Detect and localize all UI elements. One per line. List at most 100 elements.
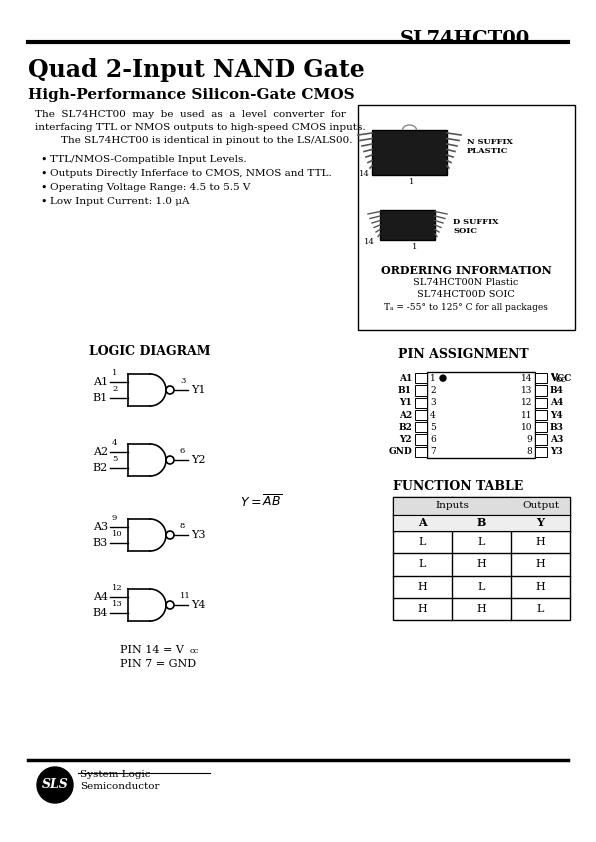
- Text: N SUFFIX: N SUFFIX: [467, 138, 513, 146]
- Circle shape: [166, 601, 174, 609]
- Bar: [358, 105, 575, 330]
- Text: H: H: [418, 604, 427, 614]
- Text: 14: 14: [359, 170, 370, 178]
- Text: •: •: [40, 155, 46, 165]
- Text: 8: 8: [180, 522, 185, 530]
- Text: 14: 14: [520, 374, 532, 382]
- Text: LOGIC DIAGRAM: LOGIC DIAGRAM: [89, 345, 211, 358]
- Text: •: •: [40, 169, 46, 179]
- Text: L: L: [537, 604, 544, 614]
- Bar: [535, 422, 547, 433]
- Circle shape: [440, 376, 446, 381]
- Text: L: L: [478, 582, 485, 592]
- Text: ORDERING INFORMATION: ORDERING INFORMATION: [381, 265, 551, 276]
- Text: VCC: VCC: [550, 374, 571, 382]
- Text: L: L: [419, 559, 426, 569]
- Text: B2: B2: [93, 463, 108, 473]
- Text: 9: 9: [526, 435, 532, 444]
- Text: V: V: [550, 373, 557, 381]
- Bar: [372, 130, 447, 175]
- Text: B3: B3: [550, 423, 564, 432]
- Text: 2: 2: [112, 385, 117, 393]
- Text: Inputs: Inputs: [435, 502, 469, 510]
- Text: H: H: [477, 559, 486, 569]
- Text: •: •: [40, 197, 46, 207]
- Text: interfacing TTL or NMOS outputs to high-speed CMOS inputs.: interfacing TTL or NMOS outputs to high-…: [35, 123, 365, 132]
- Text: B1: B1: [398, 386, 412, 395]
- Text: 1: 1: [409, 178, 414, 186]
- Text: Y3: Y3: [191, 530, 206, 540]
- Text: 13: 13: [521, 386, 532, 395]
- Text: 9: 9: [112, 514, 117, 522]
- Text: 8: 8: [526, 447, 532, 456]
- Bar: [415, 373, 427, 383]
- Text: Low Input Current: 1.0 μA: Low Input Current: 1.0 μA: [50, 197, 190, 206]
- Text: H: H: [536, 559, 545, 569]
- Bar: [393, 497, 570, 620]
- Text: Y2: Y2: [191, 455, 206, 465]
- Text: 12: 12: [112, 584, 123, 592]
- Text: 4: 4: [112, 439, 117, 447]
- Circle shape: [166, 386, 174, 394]
- Text: B2: B2: [398, 423, 412, 432]
- Text: System Logic: System Logic: [80, 770, 151, 779]
- Text: 7: 7: [430, 447, 436, 456]
- Text: 12: 12: [521, 398, 532, 408]
- Text: A3: A3: [93, 522, 108, 532]
- Text: A2: A2: [399, 411, 412, 419]
- Text: B: B: [477, 518, 486, 529]
- Text: PIN 7 = GND: PIN 7 = GND: [120, 659, 196, 669]
- Text: Operating Voltage Range: 4.5 to 5.5 V: Operating Voltage Range: 4.5 to 5.5 V: [50, 183, 250, 192]
- Text: L: L: [419, 537, 426, 547]
- Text: D SUFFIX: D SUFFIX: [453, 218, 498, 226]
- Text: H: H: [477, 604, 486, 614]
- Circle shape: [37, 767, 73, 803]
- Text: A4: A4: [550, 398, 563, 408]
- Text: A4: A4: [93, 592, 108, 602]
- Text: H: H: [536, 582, 545, 592]
- Text: 6: 6: [430, 435, 436, 444]
- Text: A1: A1: [399, 374, 412, 382]
- Bar: [380, 210, 435, 240]
- Text: Y4: Y4: [550, 411, 563, 419]
- Text: 4: 4: [430, 411, 436, 419]
- Bar: [415, 410, 427, 420]
- Text: A: A: [418, 518, 427, 529]
- Text: 10: 10: [112, 530, 123, 538]
- Text: 3: 3: [180, 377, 185, 385]
- Bar: [415, 397, 427, 408]
- Text: GND: GND: [388, 447, 412, 456]
- Bar: [415, 386, 427, 396]
- Text: 3: 3: [430, 398, 436, 408]
- Text: SLS: SLS: [42, 779, 69, 791]
- Circle shape: [166, 531, 174, 539]
- Bar: [535, 434, 547, 445]
- Text: B1: B1: [93, 393, 108, 403]
- Text: SOIC: SOIC: [453, 227, 477, 235]
- Bar: [535, 447, 547, 457]
- Circle shape: [166, 456, 174, 464]
- Text: $Y = \overline{AB}$: $Y = \overline{AB}$: [240, 494, 282, 510]
- Text: Outputs Directly Inferface to CMOS, NMOS and TTL.: Outputs Directly Inferface to CMOS, NMOS…: [50, 169, 332, 178]
- Text: H: H: [536, 537, 545, 547]
- Text: 13: 13: [112, 600, 123, 608]
- Text: Y2: Y2: [399, 435, 412, 444]
- Text: 5: 5: [112, 455, 117, 463]
- Text: B4: B4: [93, 608, 108, 618]
- Text: A3: A3: [550, 435, 563, 444]
- Bar: [535, 373, 547, 383]
- Text: High-Performance Silicon-Gate CMOS: High-Performance Silicon-Gate CMOS: [28, 88, 355, 102]
- Text: A1: A1: [93, 377, 108, 387]
- Text: Quad 2-Input NAND Gate: Quad 2-Input NAND Gate: [28, 58, 365, 82]
- Text: SL74HCT00N Plastic: SL74HCT00N Plastic: [413, 278, 519, 287]
- Text: cc: cc: [190, 647, 199, 655]
- Text: SL74HCT00: SL74HCT00: [400, 30, 530, 48]
- Text: 1: 1: [112, 369, 117, 377]
- Text: Tₐ = -55° to 125° C for all packages: Tₐ = -55° to 125° C for all packages: [384, 303, 548, 312]
- Bar: [535, 386, 547, 396]
- Text: B4: B4: [550, 386, 564, 395]
- Bar: [535, 397, 547, 408]
- Text: 5: 5: [430, 423, 436, 432]
- Bar: [415, 422, 427, 433]
- Text: 1: 1: [412, 243, 417, 251]
